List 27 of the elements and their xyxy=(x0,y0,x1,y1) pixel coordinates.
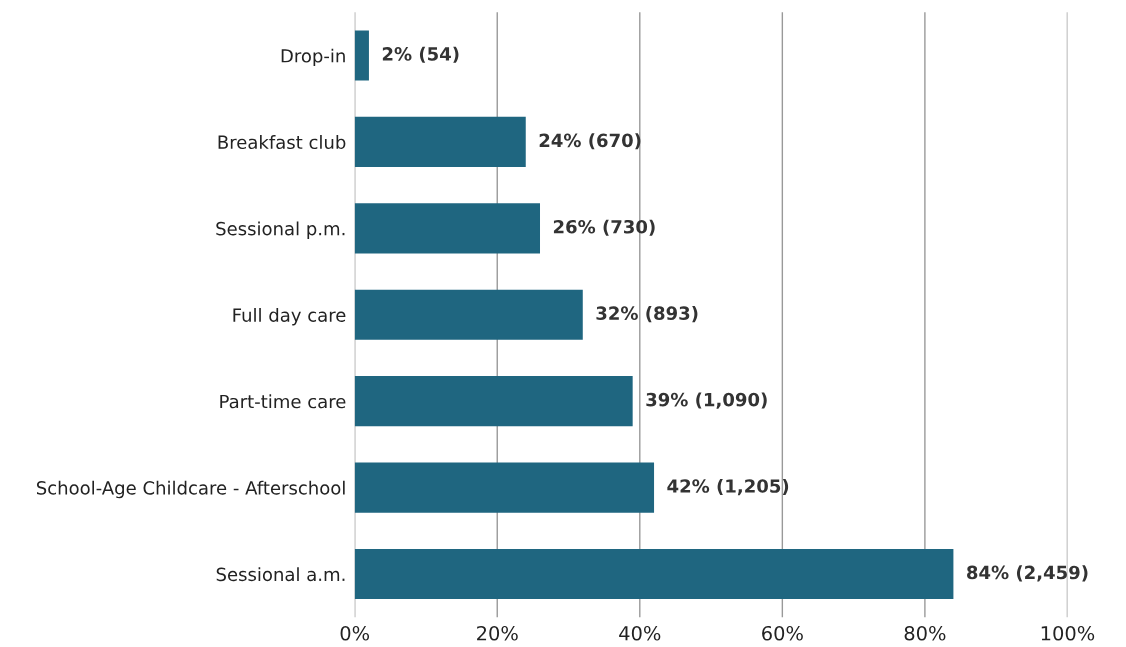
x-tick-label: 40% xyxy=(619,625,661,641)
data-label: 42% (1,205) xyxy=(667,478,789,496)
x-tick-label: 0% xyxy=(340,625,370,641)
data-label: 2% (54) xyxy=(382,46,459,63)
x-tick-label: 100% xyxy=(1041,625,1095,641)
y-tick-label: School-Age Childcare - Afterschool xyxy=(36,480,345,499)
bar xyxy=(354,203,541,254)
x-tick-label: 60% xyxy=(762,625,803,641)
bar xyxy=(354,30,369,81)
y-tick-label: Drop-in xyxy=(281,48,345,67)
y-tick-label: Sessional a.m. xyxy=(216,567,345,582)
data-label: 39% (1,090) xyxy=(646,392,767,409)
bar xyxy=(354,376,633,427)
y-tick-label: Sessional p.m. xyxy=(216,221,345,239)
bar xyxy=(354,462,655,513)
y-tick-label: Part-time care xyxy=(220,394,346,409)
data-label: 84% (2,459) xyxy=(967,565,1088,582)
y-tick-label: Full day care xyxy=(233,307,346,326)
data-label: 26% (730) xyxy=(553,219,655,236)
x-tick-label: 80% xyxy=(904,625,946,641)
data-label: 32% (893) xyxy=(596,306,698,323)
bar xyxy=(354,289,583,340)
y-tick-label: Breakfast club xyxy=(218,135,346,150)
bar xyxy=(354,116,526,167)
bar xyxy=(354,548,954,600)
x-tick-label: 20% xyxy=(477,625,518,641)
data-label: 24% (670) xyxy=(539,133,641,150)
